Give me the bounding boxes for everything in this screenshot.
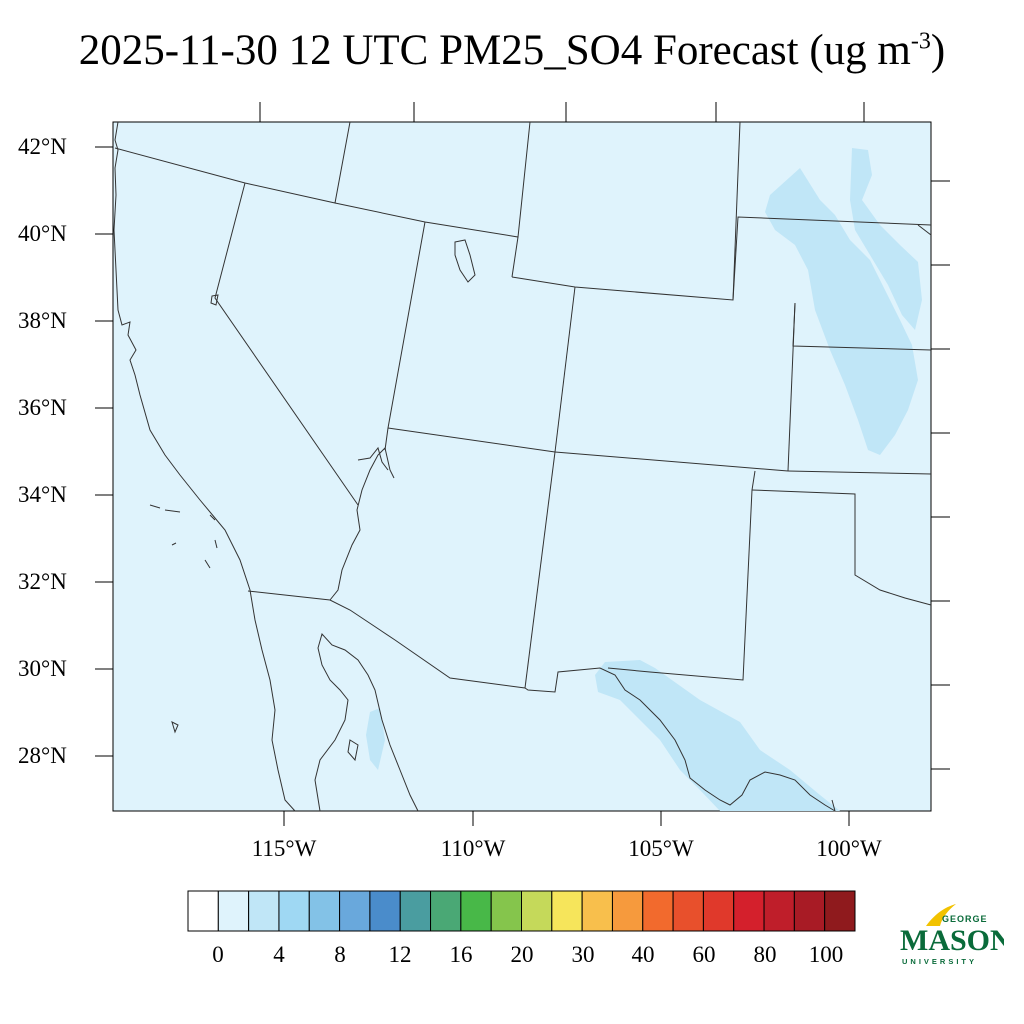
great-salt-lake [454,239,476,283]
lat-label-40: 40°N [18,221,67,246]
colorbar-label-20: 20 [510,942,534,967]
wyoming-southern [511,121,741,301]
colorbar-label-30: 30 [571,942,595,967]
lat-label-42: 42°N [18,134,67,159]
colorbar-swatch-8 [430,890,462,932]
lake-tahoe [210,294,219,306]
colorbar-swatch-10 [490,890,522,932]
utah-colorado [554,286,576,453]
colorbar-swatch-4 [308,890,341,932]
plume-gulf [595,660,840,811]
texas-coast [831,799,836,812]
plume-mexico [366,708,385,770]
colorbar-swatch-9 [460,890,492,932]
colorbar-swatch-18 [733,890,765,932]
idaho-southern [334,121,531,238]
svg-text:GEORGE: GEORGE [942,914,988,924]
new-mexico-texas [607,470,756,681]
colorbar [187,890,856,932]
lat-label-34: 34°N [18,482,67,507]
colorbar-swatch-1 [217,890,250,932]
california-nevada [214,182,359,506]
lat-label-36: 36°N [18,395,67,420]
plume-plains [765,168,918,455]
colorbar-label-100: 100 [808,942,844,967]
colorbar-swatch-5 [339,890,371,932]
colorbar-swatch-13 [581,890,613,932]
lon-label-105w: 105°W [628,836,694,861]
lat-label-38: 38°N [18,308,67,333]
svg-text:MASON: MASON [900,924,1004,957]
lat-label-30: 30°N [18,656,67,681]
svg-text:UNIVERSITY: UNIVERSITY [902,957,977,966]
lon-label-100w: 100°W [816,836,882,861]
colorbar-swatch-0 [187,890,219,932]
colorbar-label-60: 60 [692,942,716,967]
colorbar-swatch-7 [399,890,432,932]
colorbar-label-16: 16 [449,942,473,967]
colorbar-label-80: 80 [753,942,777,967]
george-mason-logo: GEORGE MASON UNIVERSITY [900,904,1004,966]
channel-islands [149,504,218,569]
colorbar-swatch-3 [278,890,310,932]
lon-label-110w: 110°W [440,836,506,861]
lat-label-32: 32°N [18,569,67,594]
lon-label-115w: 115°W [251,836,317,861]
us-mexico-border [247,590,836,812]
isla-tiburon [347,739,359,762]
missouri-border [917,224,932,236]
colorbar-swatch-15 [642,890,674,932]
oregon-border [114,121,351,204]
logo-flame-icon [926,904,956,926]
colorbar-label-4: 4 [273,942,285,967]
colorbar-swatch-21 [824,890,856,932]
sonora-coast [329,447,395,601]
colorbar-swatch-2 [248,890,280,932]
pacific-coastline [113,121,296,812]
gulf-of-california-west [314,632,419,812]
colorbar-swatch-16 [672,890,704,932]
colorbar-label-8: 8 [334,942,346,967]
nebraska-border [732,216,932,301]
colorbar-label-0: 0 [212,942,224,967]
new-mexico-arizona [524,451,556,689]
colorbar-swatch-17 [702,890,735,932]
colorbar-label-12: 12 [388,942,412,967]
colorbar-swatch-19 [763,890,795,932]
colorbar-swatch-20 [793,890,826,932]
tick-marks [95,102,950,826]
colorbar-swatch-14 [611,890,644,932]
lake-mead [357,446,389,471]
isla-angel [171,721,179,734]
map-title: 2025-11-30 12 UTC PM25_SO4 Forecast (ug … [78,27,946,74]
colorbar-swatch-12 [551,890,583,932]
colorbar-swatch-6 [369,890,401,932]
oklahoma-texas [751,489,932,606]
utah-wyoming [511,236,519,278]
concentration-plumes [366,148,922,811]
boundaries [113,121,932,812]
colorbar-label-40: 40 [631,942,655,967]
colorado-kansas [787,302,796,472]
kansas-southern [787,470,932,475]
plume-plains-east [850,148,922,330]
lat-label-28: 28°N [18,743,67,768]
colorbar-swatch-11 [521,890,553,932]
